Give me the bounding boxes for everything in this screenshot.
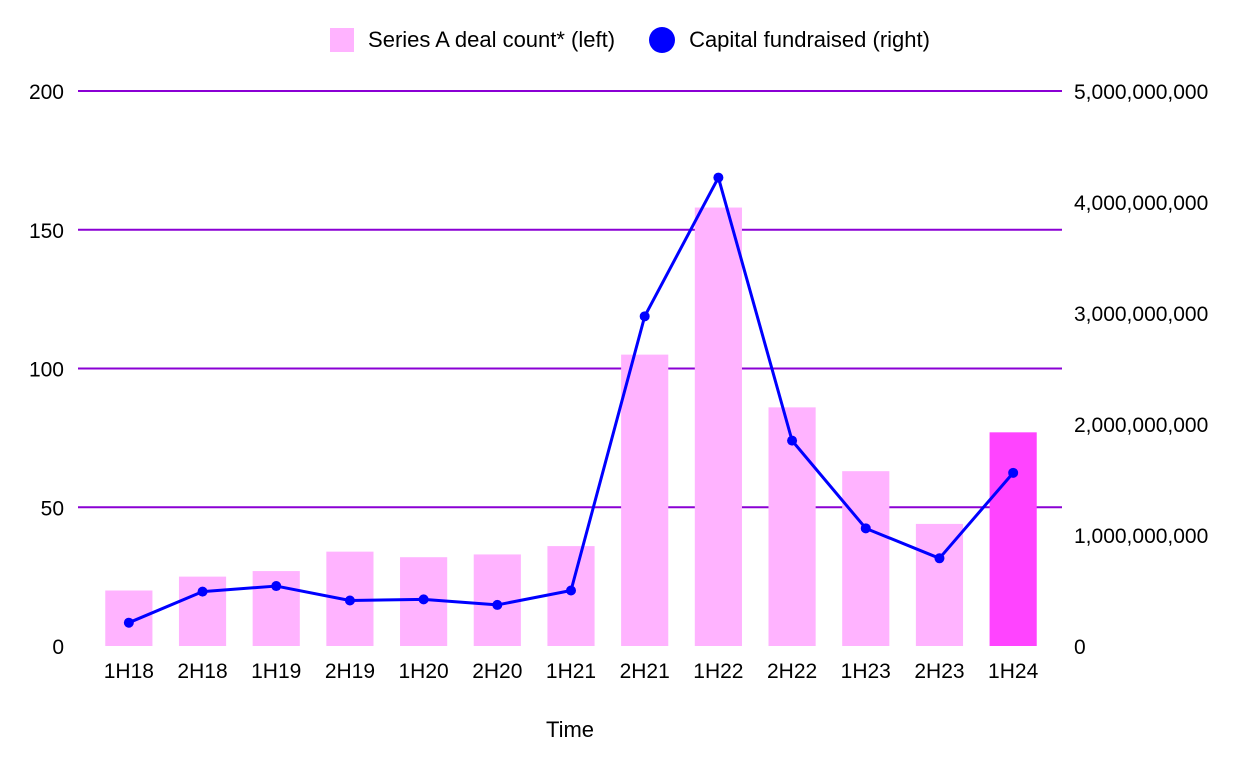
chart-legend: Series A deal count* (left) Capital fund…	[0, 22, 1260, 58]
bar-2H23	[915, 523, 964, 646]
right-tick-label: 1,000,000,000	[1074, 525, 1208, 548]
x-axis-title: Time	[546, 717, 594, 742]
x-tick-label: 1H20	[399, 660, 449, 683]
bar-series	[105, 207, 1037, 647]
right-axis-ticks: 0 1,000,000,000 2,000,000,000 3,000,000,000…	[1074, 81, 1208, 659]
x-tick-label: 2H23	[914, 660, 964, 683]
legend-item-deal-count[interactable]: Series A deal count* (left)	[330, 27, 615, 53]
legend-line-swatch	[649, 27, 676, 53]
gridlines	[78, 90, 1062, 509]
right-tick-label: 5,000,000,000	[1074, 81, 1208, 104]
right-tick-label: 4,000,000,000	[1074, 192, 1208, 215]
right-tick-label: 3,000,000,000	[1074, 303, 1208, 326]
bar-2H21	[621, 354, 669, 646]
x-tick-label: 2H20	[472, 660, 522, 683]
x-tick-label: 1H21	[546, 660, 596, 683]
line-point-1H20	[418, 594, 429, 605]
x-tick-label: 1H22	[693, 660, 743, 683]
right-tick-label: 0	[1074, 636, 1086, 659]
x-tick-label: 2H22	[767, 660, 817, 683]
line-point-1H18	[123, 617, 134, 628]
right-tick-label: 2,000,000,000	[1074, 414, 1208, 437]
line-point-1H21	[566, 585, 576, 596]
bar-2H22	[768, 407, 816, 646]
x-tick-label: 2H18	[177, 660, 227, 683]
x-tick-label: 1H23	[841, 660, 891, 683]
bar-1H24	[989, 432, 1037, 646]
left-axis-ticks: 0 50 100 150 200	[29, 81, 64, 659]
left-tick-label: 200	[29, 81, 64, 104]
x-tick-label: 1H19	[251, 660, 301, 683]
line-point-2H22	[787, 435, 798, 446]
x-tick-label: 2H19	[325, 660, 375, 683]
legend-bar-label: Series A deal count* (left)	[368, 27, 616, 52]
left-tick-label: 150	[29, 220, 64, 243]
line-series	[123, 172, 1019, 628]
line-point-2H23	[934, 553, 945, 564]
line-point-1H22	[713, 172, 724, 183]
bar-1H22	[694, 207, 742, 647]
legend-bar-swatch	[330, 28, 355, 52]
line-point-2H20	[492, 599, 503, 610]
bar-1H23	[842, 471, 890, 646]
line-point-1H23	[860, 523, 871, 534]
left-tick-label: 50	[41, 497, 64, 520]
x-tick-label: 2H21	[620, 660, 670, 683]
line-point-2H19	[344, 595, 355, 606]
bar-1H21	[547, 546, 595, 646]
x-axis-ticks: 1H18 2H18 1H19 2H19 1H20 2H20 1H21 2H21 1H22 2H22…	[104, 660, 1039, 683]
line-point-1H24	[1008, 467, 1019, 478]
left-tick-label: 0	[52, 636, 64, 659]
line-point-2H18	[197, 586, 208, 597]
left-tick-label: 100	[29, 359, 64, 382]
legend-line-label: Capital fundraised (right)	[689, 27, 930, 52]
x-tick-label: 1H24	[988, 660, 1039, 683]
legend-item-capital[interactable]: Capital fundraised (right)	[649, 27, 930, 53]
line-point-1H19	[271, 581, 282, 592]
line-point-2H21	[639, 311, 650, 322]
x-tick-label: 1H18	[104, 660, 154, 683]
